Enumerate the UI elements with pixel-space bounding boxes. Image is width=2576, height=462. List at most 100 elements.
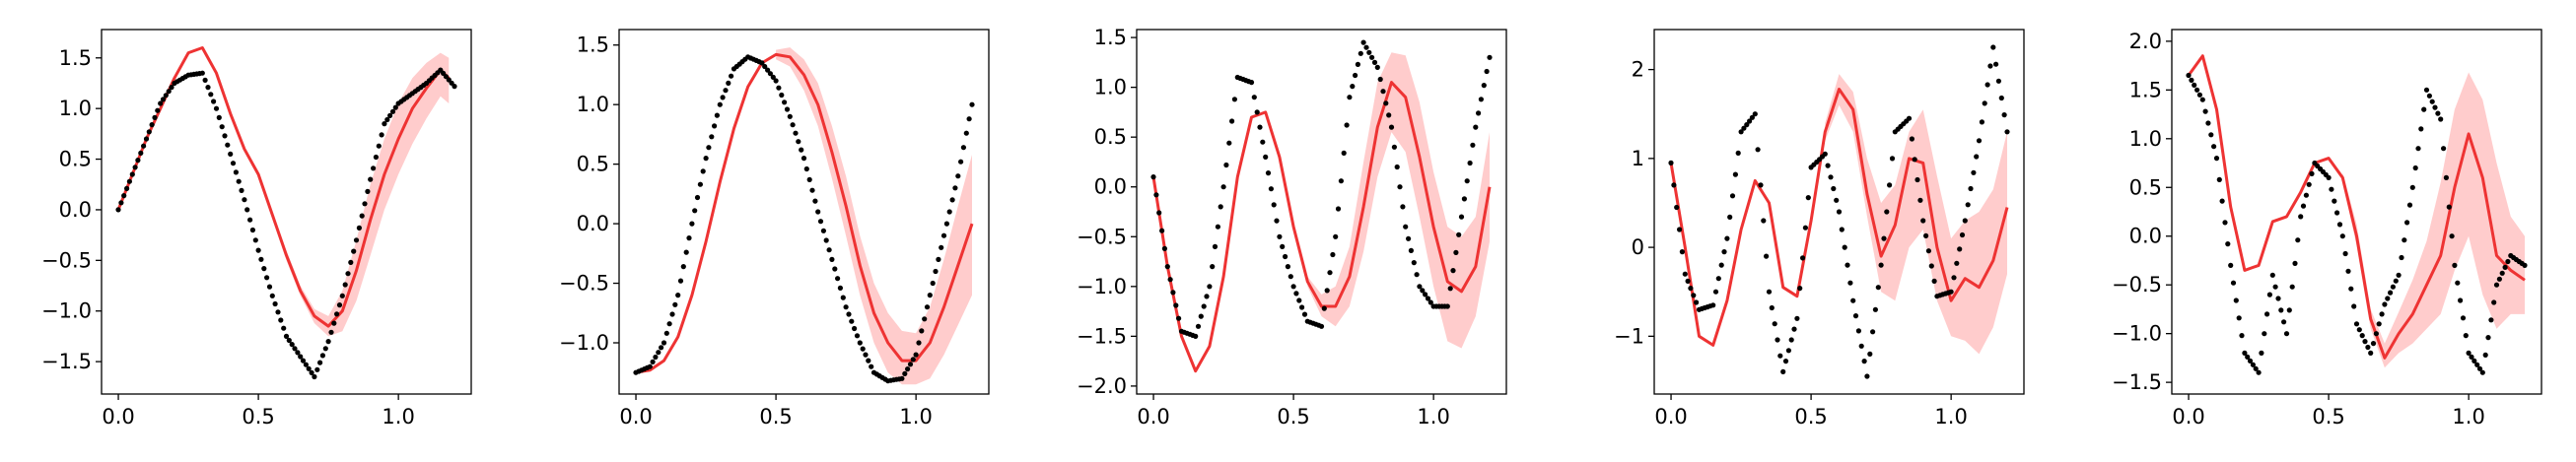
data-point bbox=[1777, 353, 1783, 359]
x-tick-label: 1.0 bbox=[1934, 405, 1967, 429]
data-point bbox=[348, 259, 354, 265]
data-point bbox=[205, 85, 211, 91]
data-point bbox=[255, 247, 261, 253]
y-tick-label: 1.0 bbox=[577, 93, 609, 116]
data-point bbox=[2396, 272, 2402, 278]
data-point bbox=[115, 207, 121, 213]
data-point bbox=[331, 320, 337, 326]
data-point bbox=[2186, 72, 2192, 79]
data-point bbox=[1990, 44, 1996, 50]
data-point bbox=[1355, 61, 1360, 67]
data-point bbox=[1473, 124, 1479, 130]
data-point bbox=[1758, 182, 1764, 188]
data-point bbox=[1688, 286, 1694, 292]
data-point bbox=[2443, 174, 2449, 180]
y-tick-label: −2.0 bbox=[1077, 374, 1127, 398]
data-point bbox=[930, 280, 936, 287]
data-point bbox=[2275, 296, 2281, 301]
data-point bbox=[697, 181, 704, 187]
data-point bbox=[252, 237, 258, 243]
data-point bbox=[2412, 165, 2418, 171]
chart-panel-3: 0.0 0.5 1.0 −2.0 −1.5 −1.0 −0.5 0.0 0.5 1.0 1.5 bbox=[1077, 26, 1507, 429]
data-point bbox=[1959, 231, 1966, 238]
data-point bbox=[292, 346, 298, 352]
data-point bbox=[1254, 109, 1260, 115]
data-point bbox=[1761, 218, 1767, 224]
data-point bbox=[1161, 245, 1167, 251]
data-point bbox=[2298, 214, 2304, 220]
data-point bbox=[143, 136, 150, 142]
data-point bbox=[1712, 289, 1719, 295]
data-point bbox=[1159, 228, 1165, 233]
data-point bbox=[1301, 311, 1308, 317]
data-point bbox=[283, 333, 290, 339]
data-point bbox=[793, 130, 799, 136]
data-point bbox=[261, 266, 267, 272]
y-tick-label: −0.5 bbox=[2112, 273, 2162, 297]
data-point bbox=[666, 321, 672, 327]
data-point bbox=[1744, 122, 1750, 128]
data-point bbox=[1268, 186, 1274, 192]
data-point bbox=[927, 293, 933, 298]
data-point bbox=[371, 165, 377, 171]
data-point bbox=[1822, 151, 1828, 157]
data-point bbox=[126, 178, 132, 184]
data-point bbox=[392, 104, 398, 110]
data-point bbox=[2458, 297, 2464, 303]
data-point bbox=[653, 354, 659, 361]
data-point bbox=[309, 369, 314, 375]
x-tick-label: 1.0 bbox=[899, 405, 932, 429]
data-point bbox=[275, 309, 281, 315]
data-point bbox=[2306, 181, 2312, 187]
data-point bbox=[907, 362, 914, 367]
data-point bbox=[2202, 108, 2208, 114]
data-point bbox=[389, 108, 396, 114]
data-point bbox=[141, 143, 147, 149]
data-point bbox=[2402, 237, 2407, 243]
axes-frame bbox=[1136, 29, 1507, 395]
data-point bbox=[2336, 222, 2343, 228]
data-point bbox=[1915, 176, 1920, 183]
data-point bbox=[1371, 59, 1378, 65]
data-point bbox=[160, 97, 167, 102]
data-point bbox=[849, 318, 855, 324]
data-point bbox=[1212, 243, 1218, 249]
data-point bbox=[1987, 63, 1993, 69]
data-point bbox=[656, 350, 661, 356]
data-point bbox=[1965, 202, 1971, 208]
data-point bbox=[692, 208, 698, 214]
data-point bbox=[353, 237, 360, 243]
data-point bbox=[1836, 209, 1843, 215]
data-point bbox=[933, 268, 939, 275]
data-point bbox=[1962, 218, 1968, 224]
x-tick-label: 1.0 bbox=[1417, 405, 1449, 429]
data-point bbox=[2253, 365, 2259, 371]
data-point bbox=[773, 78, 779, 84]
data-point bbox=[2269, 272, 2275, 278]
data-point bbox=[2488, 317, 2494, 323]
data-point bbox=[2356, 327, 2362, 333]
data-point bbox=[322, 346, 328, 352]
data-point bbox=[726, 80, 731, 86]
data-point bbox=[1265, 170, 1272, 176]
data-point bbox=[943, 221, 950, 227]
y-tick-label: 0.0 bbox=[2129, 225, 2162, 248]
data-point bbox=[2329, 186, 2334, 192]
data-point bbox=[1864, 373, 1870, 379]
data-point bbox=[1764, 253, 1770, 259]
data-point bbox=[2272, 284, 2278, 290]
data-point bbox=[2491, 299, 2497, 305]
y-tick-label: 1 bbox=[1632, 147, 1644, 170]
data-point bbox=[152, 114, 158, 120]
data-point bbox=[1954, 260, 1960, 266]
data-point bbox=[1800, 255, 1806, 261]
data-point bbox=[843, 304, 849, 310]
data-point bbox=[812, 198, 818, 204]
data-point bbox=[767, 71, 774, 77]
data-point bbox=[1850, 297, 1856, 303]
data-point bbox=[2493, 282, 2500, 288]
data-point bbox=[121, 193, 127, 199]
chart-panel-4: 0.0 0.5 1.0 −1 0 1 2 bbox=[1614, 29, 2025, 429]
data-point bbox=[2452, 262, 2458, 268]
data-point bbox=[863, 352, 869, 358]
